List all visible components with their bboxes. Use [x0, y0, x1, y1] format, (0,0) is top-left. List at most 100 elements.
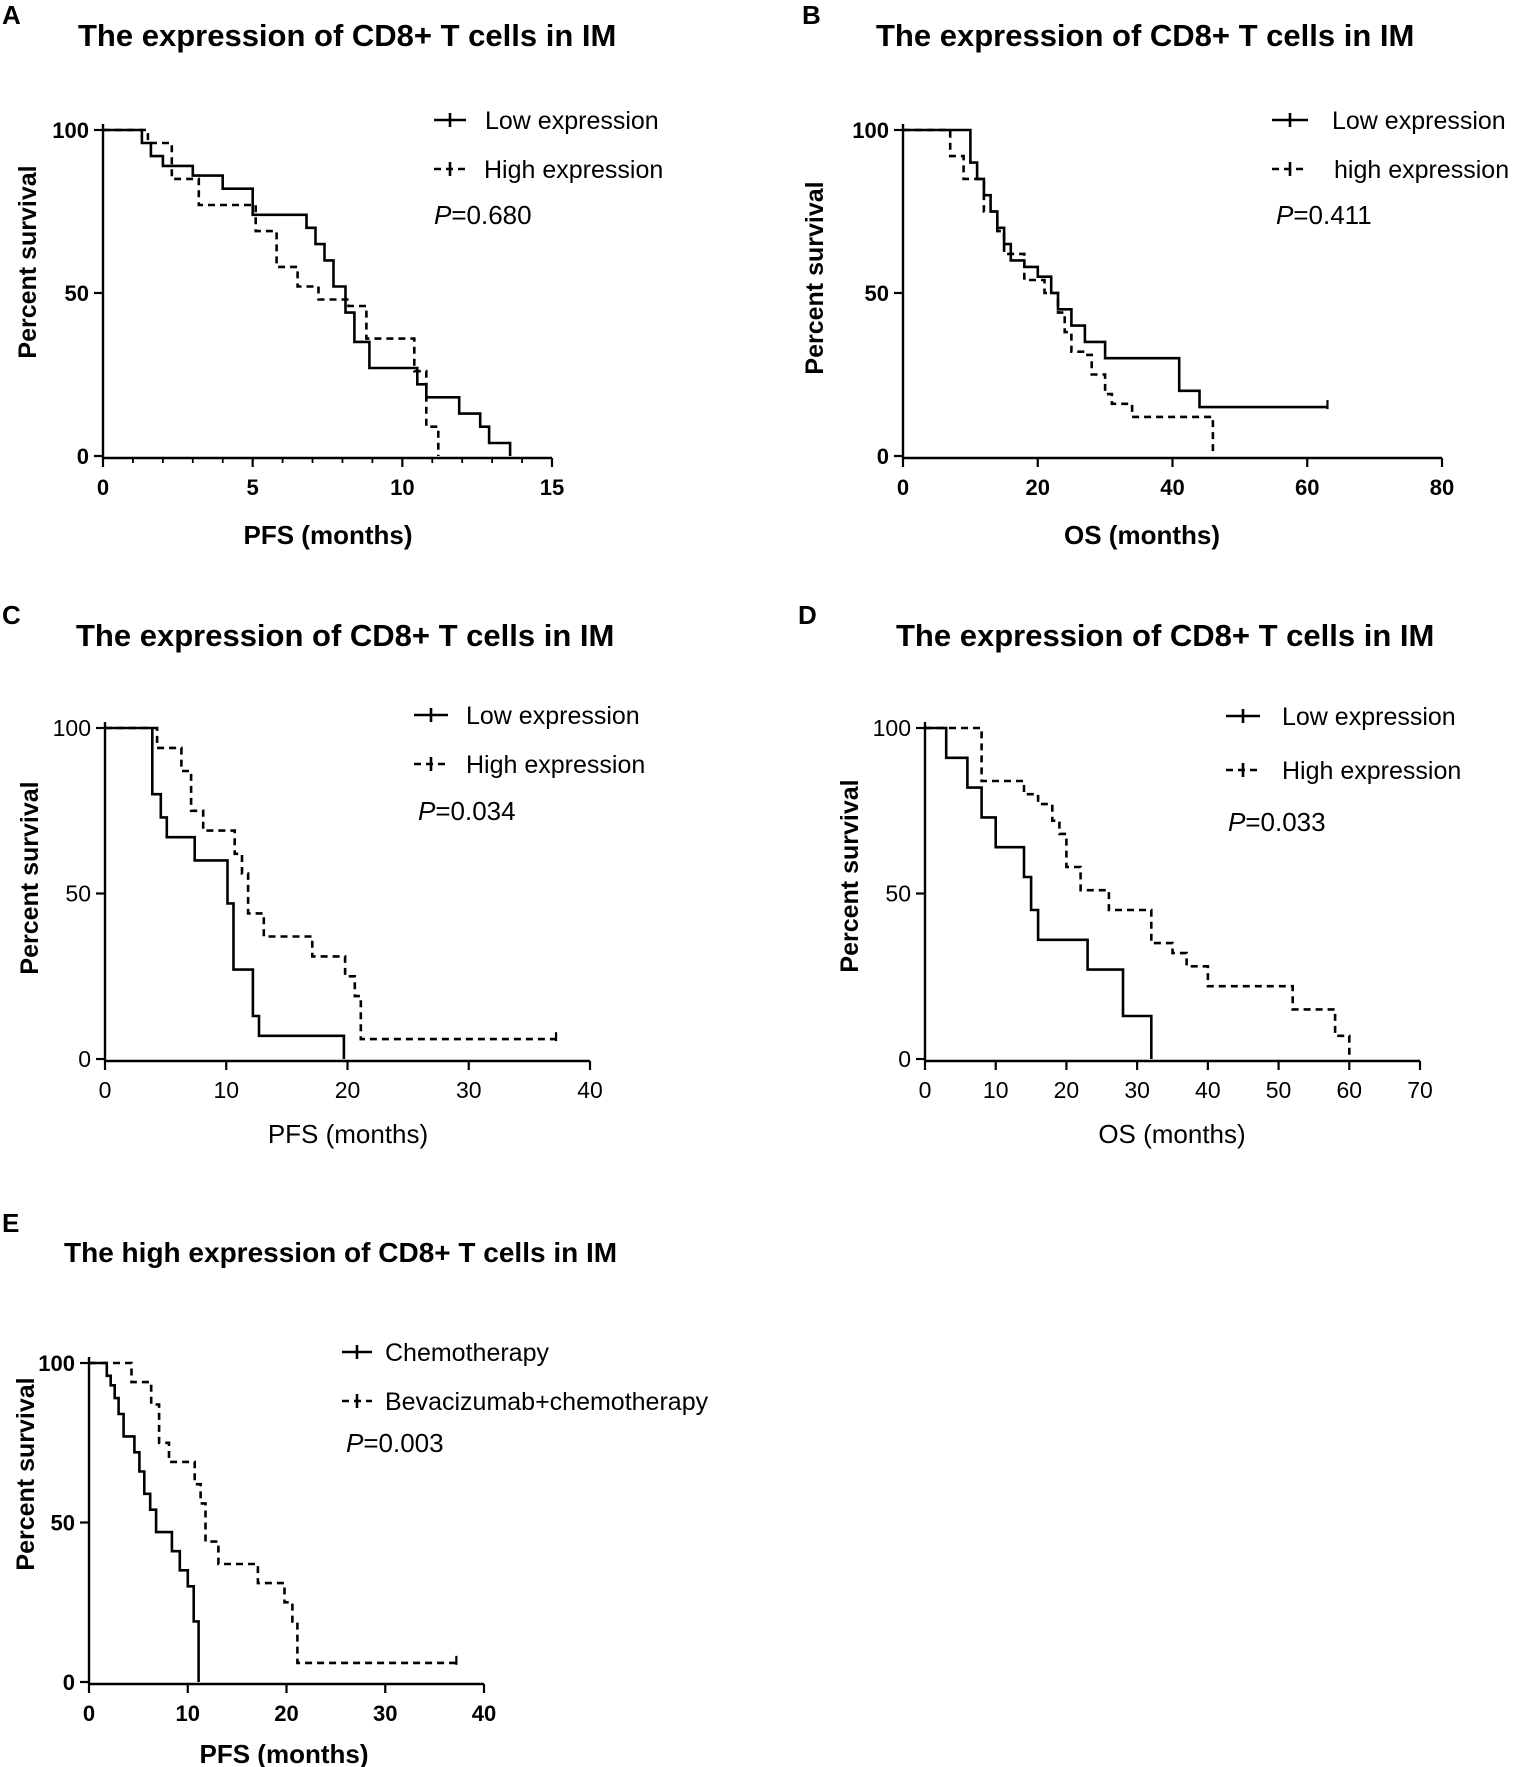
y-axis-label: Percent survival	[16, 781, 44, 974]
panel-letter: B	[802, 0, 821, 30]
x-tick-label: 10	[983, 1077, 1009, 1103]
x-tick-label: 60	[1336, 1077, 1362, 1103]
x-tick-label: 10	[176, 1701, 200, 1726]
y-tick-label: 100	[52, 118, 89, 143]
x-tick-label: 0	[83, 1701, 95, 1726]
x-axis-label: PFS (months)	[268, 1119, 428, 1149]
legend: Low expression high expression	[1272, 107, 1509, 184]
chart-title: The expression of CD8+ T cells in IM	[876, 18, 1414, 53]
survival-curve-dashed	[925, 726, 1351, 1059]
panel-e: E The high expression of CD8+ T cells in…	[2, 1208, 709, 1767]
survival-curve-dashed	[903, 128, 1215, 456]
p-value: P=0.003	[346, 1428, 444, 1458]
survival-curves	[103, 128, 512, 456]
survival-curve-dashed	[103, 128, 440, 456]
y-tick-label: 100	[873, 715, 911, 741]
y-axis-label: Percent survival	[14, 165, 42, 358]
axes: 0 10 20 30 40 50 60 70 0 50 100	[873, 715, 1433, 1103]
survival-curves	[89, 1361, 458, 1682]
x-tick-label: 40	[1160, 475, 1184, 500]
legend: Low expression High expression	[414, 702, 645, 779]
survival-curve-solid	[103, 128, 512, 456]
x-tick-label: 20	[1026, 475, 1050, 500]
survival-curves	[105, 726, 558, 1059]
legend-label: High expression	[1282, 757, 1461, 785]
p-value: P=0.034	[418, 796, 516, 826]
panel-c: C The expression of CD8+ T cells in IM P…	[2, 600, 645, 1149]
x-tick-label: 50	[1266, 1077, 1292, 1103]
panel-b: B The expression of CD8+ T cells in IM P…	[801, 0, 1509, 550]
p-value: P=0.033	[1228, 807, 1326, 837]
survival-curve-dashed	[89, 1361, 457, 1665]
survival-curve-solid	[903, 128, 1328, 409]
legend: Chemotherapy Bevacizumab+chemotherapy	[342, 1339, 709, 1416]
x-tick-label: 30	[373, 1701, 397, 1726]
legend-label: Low expression	[466, 702, 640, 730]
axes: 0 5 10 15 0 50 100	[52, 118, 564, 500]
survival-curve-dashed	[105, 726, 556, 1041]
x-axis-label: OS (months)	[1098, 1119, 1245, 1149]
survival-curve-solid	[89, 1361, 200, 1682]
survival-curves	[925, 726, 1351, 1059]
axes: 0 20 40 60 80 0 50 100	[852, 118, 1454, 500]
x-tick-label: 10	[390, 475, 414, 500]
y-axis-label: Percent survival	[801, 181, 829, 374]
panel-letter: D	[798, 600, 817, 630]
x-tick-label: 10	[213, 1077, 239, 1103]
x-tick-label: 30	[1124, 1077, 1150, 1103]
x-tick-label: 20	[335, 1077, 361, 1103]
y-axis-label: Percent survival	[12, 1377, 40, 1570]
panel-letter: C	[2, 600, 21, 630]
survival-curves	[903, 128, 1329, 456]
x-tick-label: 80	[1430, 475, 1454, 500]
x-axis-label: PFS (months)	[200, 1739, 369, 1767]
y-tick-label: 0	[877, 444, 889, 469]
x-tick-label: 40	[1195, 1077, 1221, 1103]
y-tick-label: 50	[885, 881, 911, 907]
y-tick-label: 0	[77, 444, 89, 469]
x-axis-label: PFS (months)	[244, 520, 413, 550]
legend-label: High expression	[484, 156, 663, 184]
x-tick-label: 0	[97, 475, 109, 500]
y-tick-label: 0	[898, 1046, 911, 1072]
y-tick-label: 50	[51, 1511, 75, 1536]
y-tick-label: 50	[65, 281, 89, 306]
y-tick-label: 0	[63, 1670, 75, 1695]
chart-title: The expression of CD8+ T cells in IM	[896, 618, 1434, 653]
legend-label: Low expression	[485, 107, 659, 135]
legend-label: Chemotherapy	[385, 1339, 549, 1367]
x-tick-label: 5	[247, 475, 259, 500]
chart-title: The expression of CD8+ T cells in IM	[76, 618, 614, 653]
p-value: P=0.411	[1276, 200, 1372, 230]
x-tick-label: 70	[1407, 1077, 1433, 1103]
y-axis-label: Percent survival	[836, 779, 864, 972]
axes: 0 10 20 30 40 0 50 100	[53, 715, 603, 1103]
y-tick-label: 0	[78, 1046, 91, 1072]
survival-curve-solid	[105, 726, 346, 1059]
p-value: P=0.680	[434, 200, 532, 230]
survival-curve-solid	[925, 726, 1153, 1059]
x-tick-label: 30	[456, 1077, 482, 1103]
x-tick-label: 0	[897, 475, 909, 500]
legend: Low expression High expression	[434, 107, 663, 184]
y-tick-label: 50	[65, 881, 91, 907]
axes: 0 10 20 30 40 0 50 100	[38, 1351, 496, 1726]
x-tick-label: 60	[1295, 475, 1319, 500]
x-axis-label: OS (months)	[1064, 520, 1220, 550]
panel-a: A The expression of CD8+ T cells in IM P…	[2, 0, 663, 550]
panel-d: D The expression of CD8+ T cells in IM P…	[798, 600, 1461, 1149]
x-tick-label: 40	[577, 1077, 603, 1103]
x-tick-label: 0	[99, 1077, 112, 1103]
legend-label: high expression	[1334, 156, 1509, 184]
x-tick-label: 20	[1054, 1077, 1080, 1103]
y-tick-label: 50	[865, 281, 889, 306]
panel-letter: A	[2, 0, 21, 30]
x-tick-label: 20	[274, 1701, 298, 1726]
legend-label: Bevacizumab+chemotherapy	[385, 1388, 709, 1416]
legend-label: Low expression	[1282, 703, 1456, 731]
legend: Low expression High expression	[1226, 703, 1461, 785]
panel-letter: E	[2, 1208, 19, 1238]
x-tick-label: 40	[472, 1701, 496, 1726]
y-tick-label: 100	[852, 118, 889, 143]
